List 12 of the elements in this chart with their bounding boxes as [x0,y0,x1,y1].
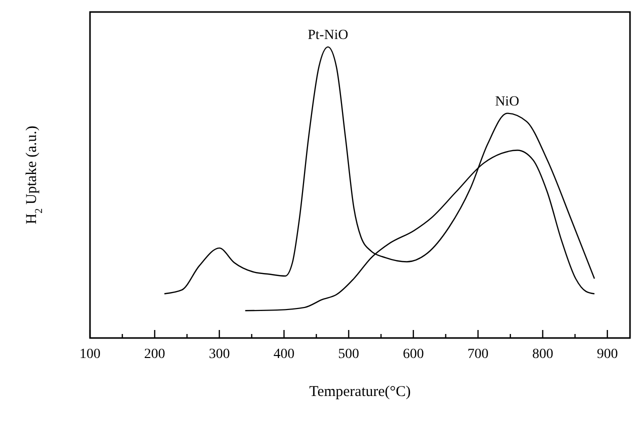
x-tick-label: 900 [596,347,618,362]
x-tick-label: 800 [532,347,554,362]
x-tick-label: 400 [274,347,295,362]
x-tick-label: 200 [144,347,166,362]
annotation: NiO [495,94,520,110]
x-tick-label: 300 [208,347,230,362]
x-tick-label: 500 [338,347,360,362]
annotation: Pt-NiO [308,28,348,43]
x-tick-label: 100 [80,347,100,362]
x-tick-label: 700 [468,347,489,362]
x-axis-title: Temperature(°C) [309,384,411,400]
x-tick-label: 600 [402,347,424,362]
